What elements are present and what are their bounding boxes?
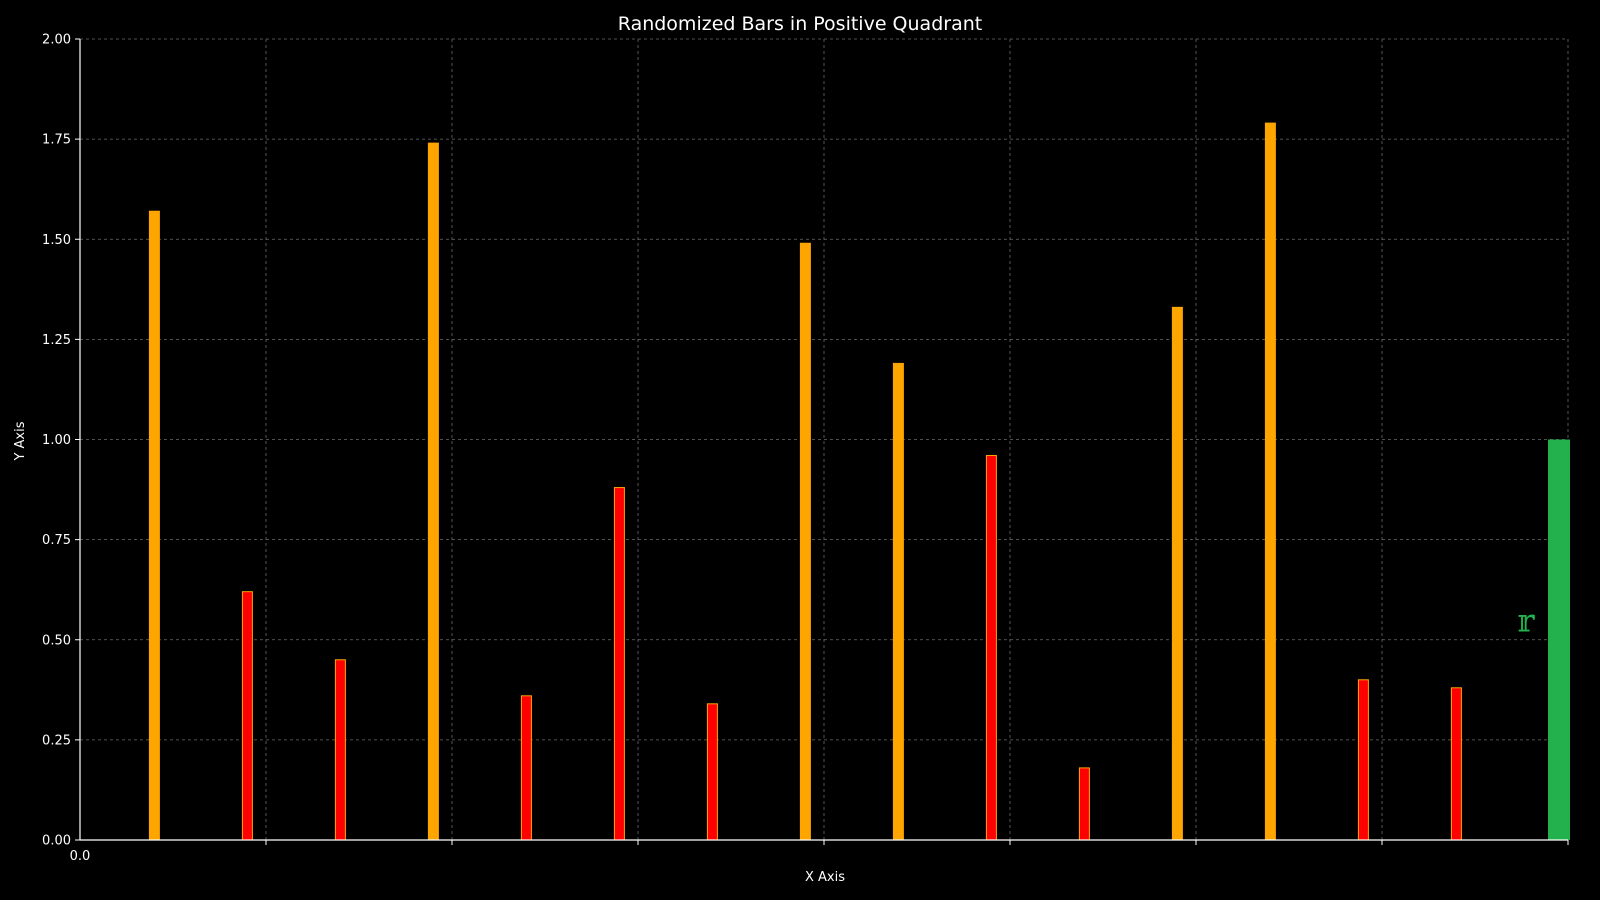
bar (1264, 122, 1276, 841)
y-axis-label: Y Axis (13, 421, 28, 461)
x-axis-label: X Axis (805, 870, 845, 885)
bar (1357, 679, 1369, 841)
y-tick-label: 1.75 (42, 133, 71, 148)
bar (1171, 306, 1183, 841)
marker-glyph: 𝕣 (1518, 602, 1536, 640)
y-tick-label: 0.00 (42, 834, 71, 849)
bar (1078, 767, 1090, 841)
y-tick-label: 0.25 (42, 733, 71, 748)
bar (241, 591, 253, 841)
bar (427, 142, 439, 841)
y-tick-label: 2.00 (42, 33, 71, 48)
bar (985, 455, 997, 841)
bar (520, 695, 532, 841)
x-tick-label: 0.0 (70, 849, 91, 864)
y-tick-label: 1.50 (42, 233, 71, 248)
y-tick-label: 1.25 (42, 333, 71, 348)
y-tick-label: 1.00 (42, 433, 71, 448)
bar (892, 362, 904, 841)
chart-title: Randomized Bars in Positive Quadrant (618, 13, 982, 35)
bar (148, 210, 160, 841)
bar (1450, 687, 1462, 841)
y-tick-label: 0.50 (42, 633, 71, 648)
bar (706, 703, 718, 841)
ticks: 0.00 0.25 0.50 0.75 1.00 1.25 1.50 1.75 2.00 0.0 (42, 33, 1569, 864)
bar (613, 487, 625, 841)
bar (799, 242, 811, 841)
bars: 𝕣 (148, 122, 1570, 841)
highlight-bar (1548, 439, 1570, 840)
y-tick-label: 0.75 (42, 533, 71, 548)
bar (334, 659, 346, 841)
